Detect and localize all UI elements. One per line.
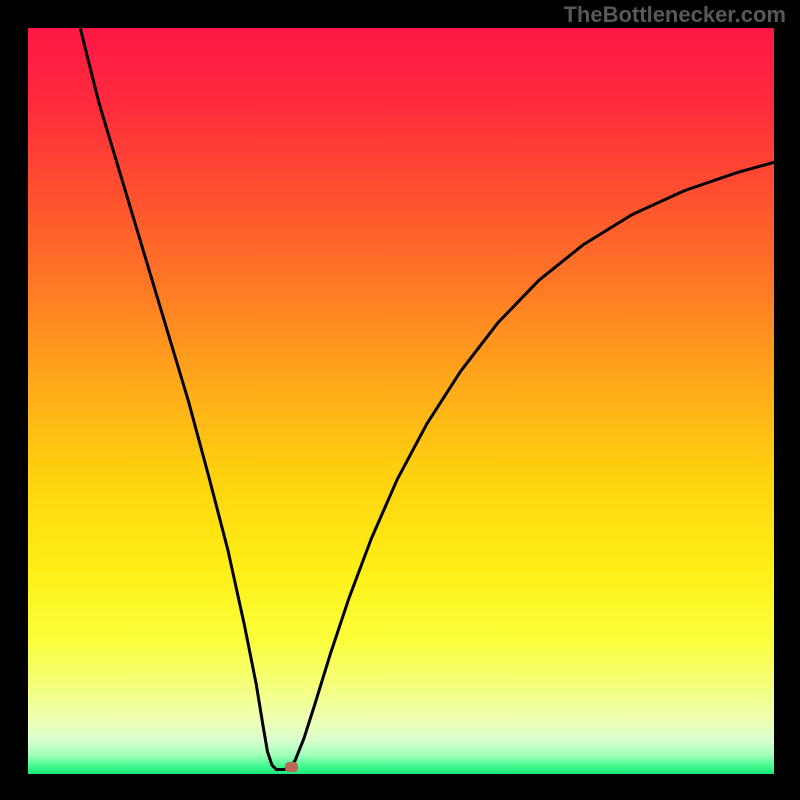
optimal-point-marker: [285, 762, 298, 772]
chart-frame: TheBottlenecker.com: [0, 0, 800, 800]
bottleneck-curve: [28, 28, 774, 774]
watermark-text: TheBottlenecker.com: [563, 2, 786, 28]
plot-area: [28, 28, 774, 774]
